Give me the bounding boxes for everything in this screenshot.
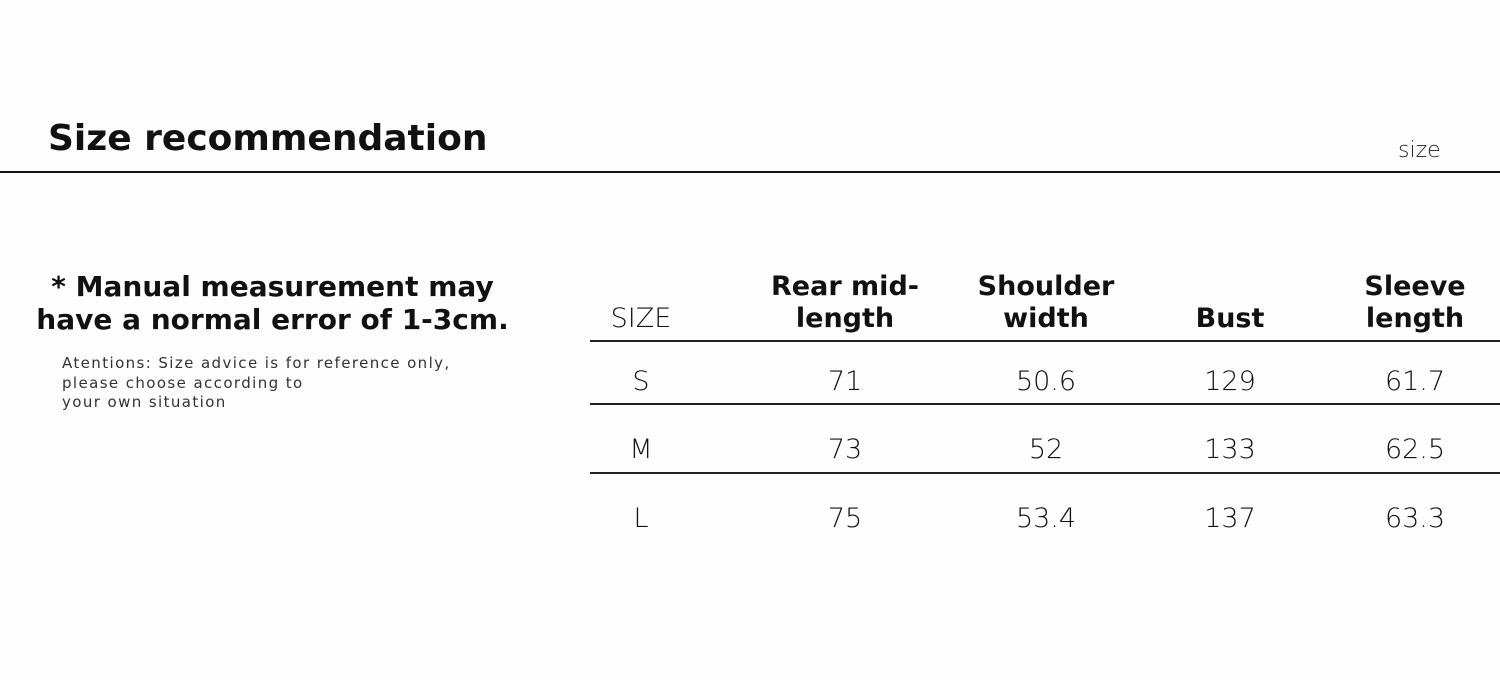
column-header: Bust — [1195, 303, 1265, 334]
column-header: Rear mid-length — [771, 271, 919, 334]
cell: 71 — [827, 366, 863, 397]
cell: 137 — [1204, 503, 1256, 534]
size-label: size — [1398, 138, 1441, 163]
cell: 133 — [1204, 434, 1256, 465]
advice-line: please choose according to — [62, 373, 304, 392]
cell: 63.3 — [1384, 503, 1446, 534]
cell: 50.6 — [1015, 366, 1077, 397]
row-line — [590, 472, 1500, 474]
cell: 129 — [1204, 366, 1256, 397]
advice-line: your own situation — [62, 393, 227, 411]
cell: M — [629, 434, 653, 465]
cell: 61.7 — [1384, 366, 1446, 397]
divider — [0, 171, 1500, 173]
cell: 73 — [827, 434, 863, 465]
column-header: Sleeve length — [1364, 271, 1466, 334]
cell: L — [633, 503, 649, 534]
cell: 52 — [1028, 434, 1064, 465]
warning: * Manual measurement may have a normal e… — [36, 270, 509, 336]
advice-line: Atentions: Size advice is for reference … — [62, 354, 451, 372]
cell: 62.5 — [1384, 434, 1446, 465]
column-header: SIZE — [610, 303, 672, 334]
cell: 75 — [827, 503, 863, 534]
title: Size recommendation — [48, 118, 488, 159]
cell: S — [632, 366, 650, 397]
cell: 53.4 — [1015, 503, 1077, 534]
row-line — [590, 340, 1500, 342]
advice: Atentions: Size advice is for reference … — [62, 354, 451, 413]
row-line — [590, 403, 1500, 405]
column-header: Shoulder width — [977, 271, 1115, 334]
